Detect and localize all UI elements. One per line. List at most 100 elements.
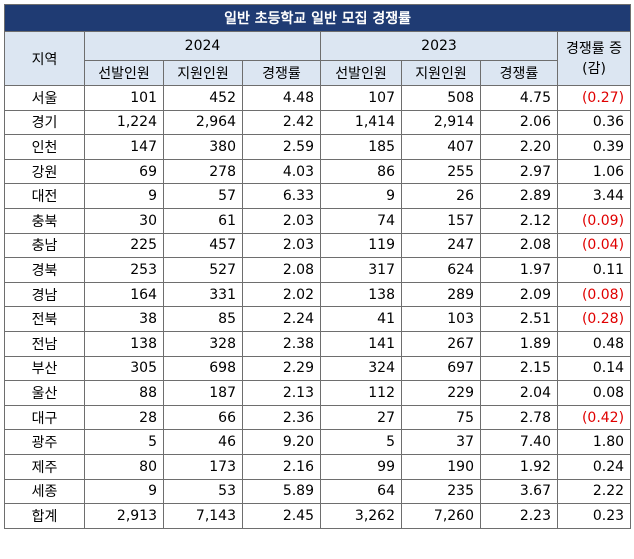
value-cell: 157 [401, 207, 481, 234]
value-cell: 2.97 [480, 158, 558, 185]
value-cell: 41 [320, 306, 402, 332]
value-cell: 508 [401, 85, 481, 111]
value-cell: 2.24 [242, 306, 321, 332]
change-cell: 0.39 [556, 134, 632, 160]
table-row: 부산 305 698 2.29 324 697 2.15 0.14 [4, 355, 632, 382]
value-cell: 2.89 [480, 183, 558, 209]
table-row: 광주 5 46 9.20 5 37 7.40 1.80 [4, 429, 632, 455]
value-cell: 5 [320, 429, 402, 455]
table-row: 전남 138 328 2.38 141 267 1.89 0.48 [4, 330, 632, 357]
value-cell: 28 [84, 404, 164, 431]
value-cell: 185 [320, 134, 402, 160]
value-cell: 85 [163, 306, 243, 332]
sub-header: 경쟁률 [480, 60, 558, 86]
value-cell: 2.02 [242, 281, 321, 308]
table-row: 제주 80 173 2.16 99 190 1.92 0.24 [4, 453, 632, 480]
table-row: 전북 38 85 2.24 41 103 2.51 (0.28) [4, 306, 632, 332]
table-body: 서울 101 452 4.48 107 508 4.75 (0.27) 경기 1,224 2,964… [4, 85, 632, 529]
value-cell: 380 [163, 134, 243, 160]
region-cell: 경북 [4, 257, 85, 283]
value-cell: 235 [401, 478, 481, 505]
change-cell: (0.09) [556, 207, 632, 234]
value-cell: 2.03 [242, 207, 321, 234]
table-row: 경북 253 527 2.08 317 624 1.97 0.11 [4, 257, 632, 283]
value-cell: 2.15 [480, 355, 558, 382]
value-cell: 2.04 [480, 380, 558, 406]
value-cell: 1.92 [480, 453, 558, 480]
value-cell: 267 [401, 330, 481, 357]
region-cell: 울산 [4, 380, 85, 406]
year-2023-header: 2023 [320, 31, 558, 61]
value-cell: 187 [163, 380, 243, 406]
value-cell: 101 [84, 85, 164, 111]
region-cell: 제주 [4, 453, 85, 480]
value-cell: 107 [320, 85, 402, 111]
value-cell: 4.03 [242, 158, 321, 185]
table-row: 충북 30 61 2.03 74 157 2.12 (0.09) [4, 207, 632, 234]
value-cell: 7,143 [163, 503, 243, 529]
value-cell: 38 [84, 306, 164, 332]
value-cell: 457 [163, 232, 243, 259]
table-row: 인천 147 380 2.59 185 407 2.20 0.39 [4, 134, 632, 160]
year-2024-header: 2024 [84, 31, 321, 61]
value-cell: 229 [401, 380, 481, 406]
value-cell: 9 [320, 183, 402, 209]
region-cell: 서울 [4, 85, 85, 111]
change-cell: (0.42) [556, 404, 632, 431]
value-cell: 69 [84, 158, 164, 185]
value-cell: 5 [84, 429, 164, 455]
value-cell: 26 [401, 183, 481, 209]
value-cell: 9 [84, 478, 164, 505]
table-row: 대전 9 57 6.33 9 26 2.89 3.44 [4, 183, 632, 209]
value-cell: 2.23 [480, 503, 558, 529]
region-cell: 전남 [4, 330, 85, 357]
change-cell: 0.24 [556, 453, 632, 480]
value-cell: 138 [84, 330, 164, 357]
region-header: 지역 [4, 31, 85, 86]
value-cell: 2.36 [242, 404, 321, 431]
region-cell: 부산 [4, 355, 85, 382]
value-cell: 9.20 [242, 429, 321, 455]
value-cell: 1,414 [320, 109, 402, 136]
value-cell: 1.89 [480, 330, 558, 357]
value-cell: 305 [84, 355, 164, 382]
table-row: 충남 225 457 2.03 119 247 2.08 (0.04) [4, 232, 632, 259]
change-cell: 0.48 [556, 330, 632, 357]
sub-header: 지원인원 [401, 60, 481, 86]
sub-header: 선발인원 [84, 60, 164, 86]
value-cell: 2,964 [163, 109, 243, 136]
value-cell: 88 [84, 380, 164, 406]
value-cell: 147 [84, 134, 164, 160]
change-cell: 1.80 [556, 429, 632, 455]
table-row: 경기 1,224 2,964 2.42 1,414 2,914 2.06 0.36 [4, 109, 632, 136]
value-cell: 527 [163, 257, 243, 283]
value-cell: 2.08 [480, 232, 558, 259]
value-cell: 75 [401, 404, 481, 431]
region-cell: 인천 [4, 134, 85, 160]
value-cell: 452 [163, 85, 243, 111]
change-cell: 0.14 [556, 355, 632, 382]
value-cell: 1,224 [84, 109, 164, 136]
value-cell: 2.06 [480, 109, 558, 136]
value-cell: 2.13 [242, 380, 321, 406]
region-cell: 경기 [4, 109, 85, 136]
value-cell: 289 [401, 281, 481, 308]
value-cell: 7,260 [401, 503, 481, 529]
value-cell: 2.20 [480, 134, 558, 160]
sub-header: 경쟁률 [242, 60, 321, 86]
value-cell: 2.78 [480, 404, 558, 431]
change-header: 경쟁률 증(감) [556, 31, 632, 86]
region-cell: 대전 [4, 183, 85, 209]
value-cell: 99 [320, 453, 402, 480]
value-cell: 624 [401, 257, 481, 283]
region-cell: 강원 [4, 158, 85, 185]
value-cell: 324 [320, 355, 402, 382]
value-cell: 112 [320, 380, 402, 406]
value-cell: 2.16 [242, 453, 321, 480]
value-cell: 2.38 [242, 330, 321, 357]
value-cell: 2.12 [480, 207, 558, 234]
sub-header: 선발인원 [320, 60, 402, 86]
table-row: 경남 164 331 2.02 138 289 2.09 (0.08) [4, 281, 632, 308]
change-header-text: 경쟁률 증(감) [566, 40, 623, 77]
value-cell: 697 [401, 355, 481, 382]
